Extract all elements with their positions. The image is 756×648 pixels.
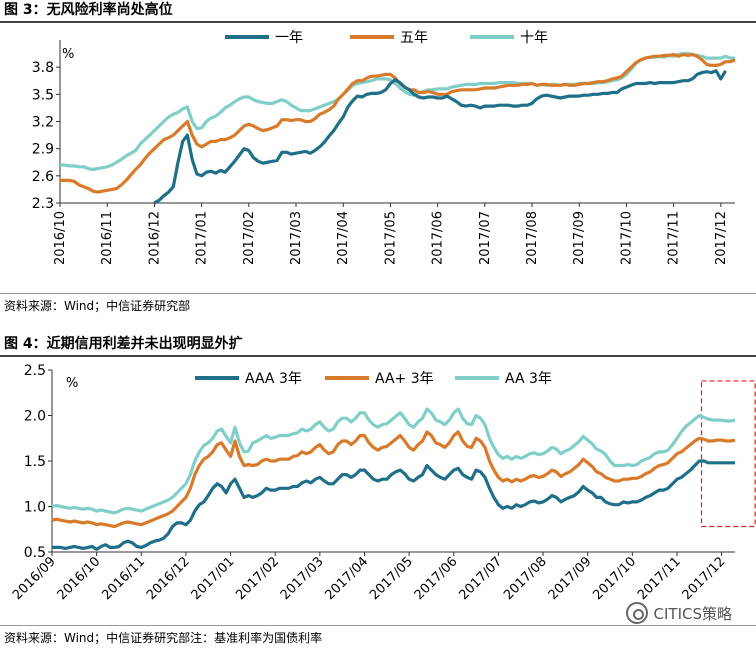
unit-label: % (66, 376, 78, 391)
x-tick-label: 2016/12 (147, 211, 162, 265)
legend-label: 一年 (275, 30, 303, 46)
x-tick-label: 2016/10 (53, 211, 68, 265)
x-tick-label: 2016/11 (99, 554, 148, 603)
x-tick-label: 2017/11 (635, 554, 684, 603)
x-tick-label: 2017/07 (456, 554, 505, 603)
series-line-2 (51, 407, 736, 515)
unit-label: % (62, 47, 74, 62)
legend-label: AAA 3年 (245, 371, 302, 387)
series-line-2 (60, 52, 735, 172)
x-tick-label: 2016/12 (144, 554, 193, 603)
legend-label: AA 3年 (505, 371, 552, 387)
y-tick-label: 2.6 (32, 169, 54, 185)
x-tick-label: 2017/01 (195, 211, 210, 265)
figure4-title: 图 4：近期信用利差并未出现明显外扩 (4, 336, 243, 352)
x-tick-label: 2017/09 (546, 554, 595, 603)
wechat-icon (625, 602, 648, 624)
x-tick-label: 2017/05 (367, 554, 416, 603)
y-tick-label: 1.0 (24, 500, 46, 516)
legend-label: AA+ 3年 (375, 371, 434, 387)
x-tick-label: 2017/02 (242, 211, 257, 265)
x-tick-label: 2016/10 (55, 554, 104, 603)
watermark-text: CITICS策略 (653, 604, 732, 623)
x-tick-label: 2017/06 (412, 554, 461, 603)
chart-credit-spreads: 0.51.01.52.02.5%2016/092016/102016/11201… (10, 363, 756, 603)
x-tick-label: 2016/09 (10, 554, 59, 603)
x-tick-label: 2017/03 (278, 554, 327, 603)
y-tick-label: 0.5 (24, 545, 46, 561)
wechat-watermark: CITICS策略 (625, 602, 732, 624)
x-tick-label: 2017/05 (383, 211, 398, 265)
x-tick-label: 2017/10 (590, 554, 639, 603)
y-tick-label: 2.0 (24, 409, 46, 425)
x-tick-label: 2017/10 (619, 211, 634, 265)
figure3-source-rule (0, 293, 756, 294)
figure3-source: 资料来源：Wind；中信证券研究部 (4, 299, 191, 313)
y-tick-label: 3.5 (32, 87, 54, 103)
y-tick-label: 3.2 (32, 115, 54, 131)
y-tick-label: 1.5 (24, 454, 46, 470)
y-tick-label: 2.9 (32, 142, 54, 158)
legend-label: 五年 (400, 30, 428, 46)
series-line-0 (153, 69, 727, 205)
x-tick-label: 2017/01 (189, 554, 238, 603)
figure4-source: 资料来源：Wind；中信证券研究部注：基准利率为国债利率 (4, 631, 323, 645)
x-tick-label: 2017/02 (233, 554, 282, 603)
figure4-source-rule (0, 625, 756, 626)
x-tick-label: 2017/04 (336, 211, 351, 265)
y-tick-label: 3.8 (32, 60, 54, 76)
x-tick-label: 2017/08 (501, 554, 550, 603)
legend-label: 十年 (520, 30, 548, 46)
figure3-title: 图 3：无风险利率尚处高位 (4, 2, 173, 18)
x-tick-label: 2017/12 (680, 554, 729, 603)
x-tick-label: 2017/06 (431, 211, 446, 265)
figure4-title-rule (0, 355, 756, 357)
x-tick-label: 2017/11 (667, 211, 682, 265)
series-line-1 (51, 430, 736, 529)
figure3-title-rule (0, 21, 756, 23)
highlight-box (700, 380, 756, 528)
y-tick-label: 2.3 (32, 196, 54, 212)
x-tick-label: 2017/09 (572, 211, 587, 265)
y-tick-label: 2.5 (24, 363, 46, 379)
x-tick-label: 2017/12 (714, 211, 729, 265)
x-tick-label: 2017/08 (525, 211, 540, 265)
series-line-0 (52, 459, 735, 551)
x-tick-label: 2017/04 (323, 554, 372, 603)
chart-risk-free-rates: 2.3 2.6 2.9 3.2 3.5 3.8% 2016/10 2016/11 2016/12… (32, 30, 736, 265)
x-tick-label: 2016/11 (100, 211, 115, 265)
x-tick-label: 2017/07 (478, 211, 493, 265)
x-tick-label: 2017/03 (289, 211, 304, 265)
